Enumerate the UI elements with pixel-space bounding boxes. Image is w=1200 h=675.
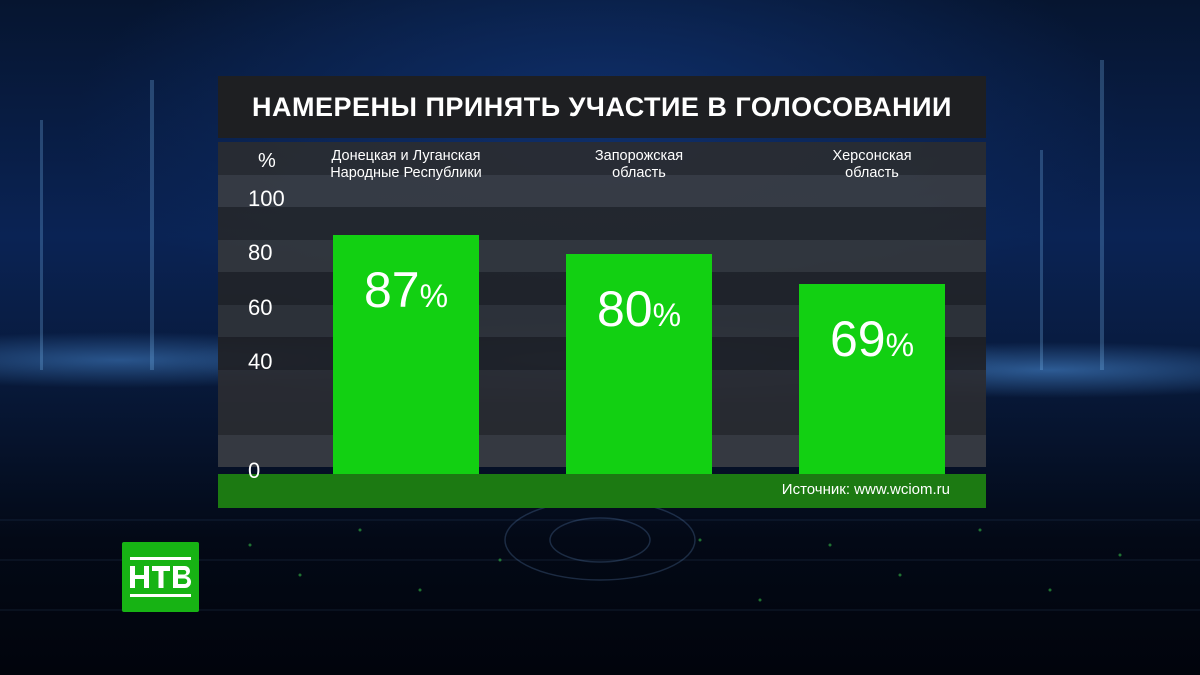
background-stripe <box>218 207 986 240</box>
source-footer: Источник: www.wciom.ru <box>218 474 986 508</box>
y-tick-label: 40 <box>248 349 273 375</box>
ntv-logo-icon <box>122 542 199 612</box>
y-tick-label: 100 <box>248 186 285 211</box>
y-tick-label: 80 <box>248 240 273 266</box>
bar: 80% <box>566 254 712 474</box>
bar-value-label: 80% <box>596 281 682 338</box>
category-label: Донецкая и Луганская Народные Республики <box>330 148 482 181</box>
source-text: Источник: www.wciom.ru <box>781 481 950 498</box>
bar: 69% <box>799 284 945 474</box>
category-label: Херсонская область <box>832 148 912 181</box>
chart-title: НАМЕРЕНЫ ПРИНЯТЬ УЧАСТИЕ В ГОЛОСОВАНИИ <box>252 91 952 122</box>
chart-panel: НАМЕРЕНЫ ПРИНЯТЬ УЧАСТИЕ В ГОЛОСОВАНИИ %… <box>218 76 986 508</box>
y-tick-label: 0 <box>248 458 261 483</box>
chart-title-bar: НАМЕРЕНЫ ПРИНЯТЬ УЧАСТИЕ В ГОЛОСОВАНИИ <box>218 76 986 138</box>
background-stripe <box>218 174 986 207</box>
y-tick-label: 60 <box>248 294 273 320</box>
background-stripe <box>218 142 986 175</box>
bar-value-label: 87% <box>363 262 449 319</box>
category-label: Запорожская область <box>594 148 684 181</box>
y-axis-unit-label: % <box>258 150 276 172</box>
bar-value-label: 69% <box>829 311 915 368</box>
bar: 87% <box>333 235 479 474</box>
